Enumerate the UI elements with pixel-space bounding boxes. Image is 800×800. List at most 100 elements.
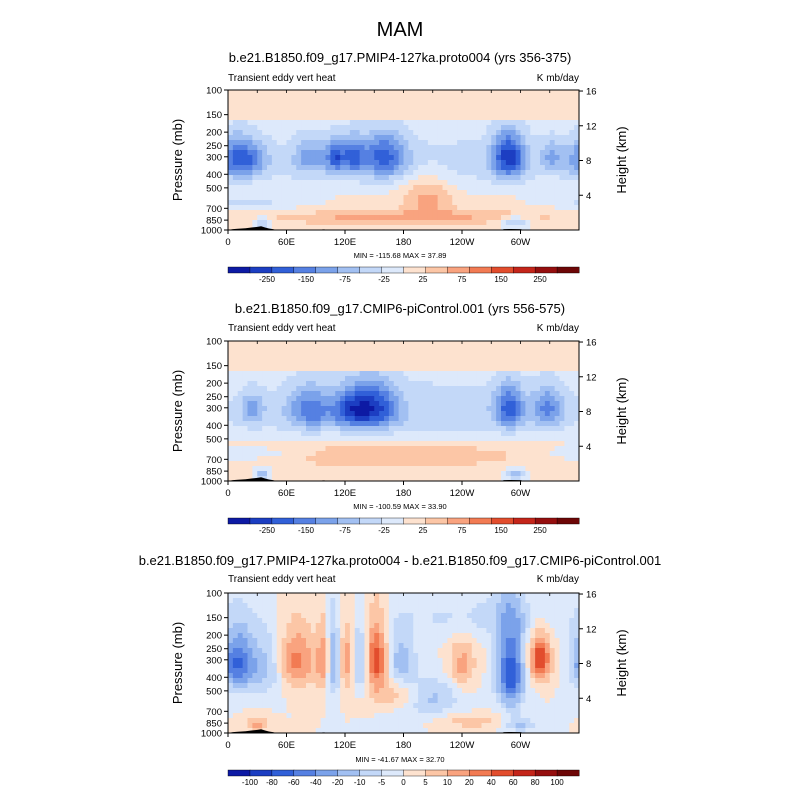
heat-cell bbox=[520, 593, 526, 599]
heat-cell bbox=[349, 416, 356, 422]
heat-cell bbox=[505, 185, 512, 191]
heat-cell bbox=[432, 598, 439, 604]
heat-cell bbox=[466, 135, 473, 141]
x-tick-label: 120E bbox=[334, 488, 356, 499]
heat-cell bbox=[252, 185, 258, 191]
heat-cell bbox=[369, 215, 375, 221]
heat-cell bbox=[525, 401, 531, 407]
heat-cell bbox=[384, 170, 390, 176]
heat-cell bbox=[447, 185, 453, 191]
heat-cell bbox=[481, 150, 487, 156]
heat-cell bbox=[315, 170, 322, 176]
heat-cell bbox=[359, 618, 366, 624]
heat-cell bbox=[462, 623, 468, 629]
heat-cell bbox=[452, 115, 458, 121]
heat-cell bbox=[447, 125, 453, 131]
heat-cell bbox=[296, 190, 302, 196]
heat-cell bbox=[345, 628, 351, 634]
heat-cell bbox=[496, 341, 502, 347]
heat-cell bbox=[320, 421, 327, 427]
heat-cell bbox=[232, 446, 239, 452]
heat-cell bbox=[535, 356, 541, 362]
heat-cell bbox=[423, 165, 429, 171]
heat-cell bbox=[452, 371, 458, 377]
heat-cell bbox=[471, 140, 478, 146]
heat-cell bbox=[486, 406, 492, 412]
heat-cell bbox=[242, 105, 249, 111]
heat-cell bbox=[423, 110, 429, 116]
heat-cell bbox=[423, 643, 429, 649]
heat-cell bbox=[335, 135, 341, 141]
heat-cell bbox=[340, 628, 346, 634]
heat-cell bbox=[418, 361, 424, 367]
heat-cell bbox=[544, 110, 551, 116]
heat-cell bbox=[374, 396, 380, 402]
heat-cell bbox=[540, 391, 546, 397]
heat-cell bbox=[232, 145, 239, 151]
heat-cell bbox=[496, 371, 502, 377]
heat-cell bbox=[262, 441, 268, 447]
heat-cell bbox=[281, 633, 288, 639]
heat-cell bbox=[476, 593, 483, 599]
heat-cell bbox=[510, 461, 517, 467]
heat-cell bbox=[418, 180, 424, 186]
heat-cell bbox=[335, 346, 341, 352]
heat-cell bbox=[364, 170, 370, 176]
heat-cell bbox=[491, 165, 497, 171]
heat-cell bbox=[384, 371, 390, 377]
heat-cell bbox=[510, 441, 517, 447]
heat-cell bbox=[432, 220, 439, 226]
heat-cell bbox=[447, 160, 453, 166]
heat-cell bbox=[349, 95, 356, 101]
heat-cell bbox=[271, 623, 278, 629]
heat-cell bbox=[379, 416, 385, 422]
heat-cell bbox=[442, 215, 448, 221]
heat-cell bbox=[384, 200, 390, 206]
heat-cell bbox=[257, 135, 263, 141]
heat-cell bbox=[413, 633, 419, 639]
heat-cell bbox=[569, 386, 575, 392]
heat-cell bbox=[247, 175, 253, 181]
heat-cell bbox=[374, 421, 380, 427]
heat-cell bbox=[388, 125, 395, 131]
heat-cell bbox=[393, 396, 400, 402]
heat-cell bbox=[252, 105, 258, 111]
heat-cell bbox=[427, 361, 434, 367]
heat-cell bbox=[559, 346, 565, 352]
heat-cell bbox=[540, 451, 546, 457]
heat-cell bbox=[520, 446, 526, 452]
heat-cell bbox=[379, 341, 385, 347]
heat-cell bbox=[427, 190, 434, 196]
heat-cell bbox=[496, 125, 502, 131]
heat-cell bbox=[228, 441, 234, 447]
heat-cell bbox=[544, 90, 551, 96]
heat-cell bbox=[423, 598, 429, 604]
heat-cell bbox=[501, 416, 507, 422]
heat-cell bbox=[369, 401, 375, 407]
heat-cell bbox=[359, 633, 366, 639]
heat-cell bbox=[359, 401, 366, 407]
heat-cell bbox=[237, 90, 244, 96]
heat-cell bbox=[330, 105, 336, 111]
heat-cell bbox=[393, 180, 400, 186]
heat-cell bbox=[271, 411, 278, 417]
heat-cell bbox=[530, 436, 536, 442]
heat-cell bbox=[271, 461, 278, 467]
heat-cell bbox=[271, 225, 278, 230]
heat-cell bbox=[228, 140, 234, 146]
heat-cell bbox=[505, 446, 512, 452]
heat-cell bbox=[271, 466, 278, 472]
heat-cell bbox=[354, 421, 361, 427]
heat-cell bbox=[384, 593, 390, 599]
heat-cell bbox=[232, 411, 239, 417]
heat-cell bbox=[491, 140, 497, 146]
heat-cell bbox=[354, 446, 361, 452]
heat-cell bbox=[510, 628, 517, 634]
heat-cell bbox=[247, 100, 253, 106]
heat-cell bbox=[379, 205, 385, 211]
heat-cell bbox=[384, 210, 390, 216]
heat-cell bbox=[398, 411, 405, 417]
heat-cell bbox=[262, 421, 268, 427]
heat-cell bbox=[520, 391, 526, 397]
heat-cell bbox=[335, 466, 341, 472]
